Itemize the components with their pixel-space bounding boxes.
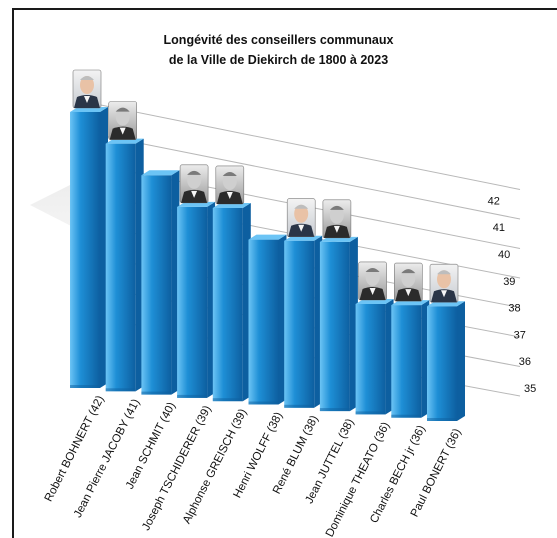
portrait-11 — [429, 263, 459, 303]
tick-label-37: 37 — [514, 329, 526, 341]
tick-label-36: 36 — [519, 356, 531, 368]
category-label-9: Dominique THEATO (36) — [324, 420, 393, 538]
gridline-42 — [85, 101, 521, 190]
tick-label-35: 35 — [524, 383, 536, 395]
bar-6 — [248, 234, 287, 405]
tick-label-40: 40 — [498, 249, 510, 261]
bar-11 — [427, 301, 465, 421]
bar-2 — [105, 138, 144, 392]
chart-frame — [12, 8, 557, 538]
chart-title-line2: de la Ville de Diekirch de 1800 à 2023 — [168, 53, 389, 67]
chart-title-line1: Longévité des conseillers communaux — [163, 33, 394, 47]
portrait-4 — [179, 164, 209, 204]
bar-7 — [284, 235, 323, 408]
bar-9 — [355, 298, 394, 415]
portrait-7 — [286, 198, 316, 238]
tick-label-42: 42 — [488, 195, 500, 207]
tick-label-38: 38 — [508, 303, 520, 315]
bar-1 — [70, 107, 108, 388]
bars — [70, 69, 465, 421]
portrait-8 — [322, 199, 352, 239]
portrait-5 — [215, 165, 245, 205]
portrait-9 — [358, 261, 387, 301]
category-label-2: Jean Pierre JACOBY (41) — [72, 397, 142, 520]
portrait-2 — [108, 101, 137, 140]
tick-label-41: 41 — [493, 222, 505, 234]
bar-3 — [141, 170, 180, 395]
bar-8 — [319, 236, 358, 412]
gridline-41 — [85, 132, 521, 220]
tick-label-39: 39 — [503, 276, 515, 288]
portrait-1 — [72, 69, 102, 109]
category-label-4: Joseph TSCHIDERER (39) — [140, 404, 214, 533]
chart-title: Longévité des conseillers communaux de l… — [0, 30, 557, 70]
y-axis-ticks: 35 36 37 38 39 40 41 42 — [488, 195, 537, 395]
bar-10 — [391, 300, 430, 418]
portrait-10 — [393, 262, 423, 302]
bar-5 — [212, 202, 251, 402]
bar-4 — [177, 201, 216, 398]
